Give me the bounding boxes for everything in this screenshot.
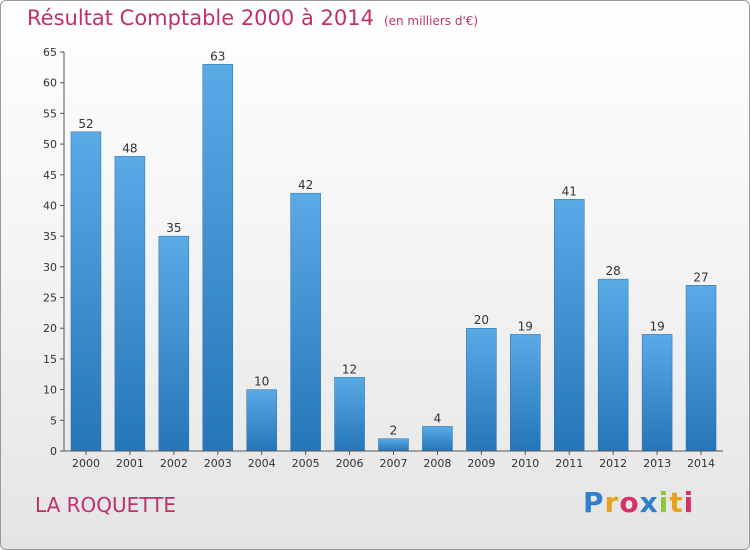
value-label-2002: 35: [166, 221, 181, 235]
bar-2003: [202, 64, 234, 452]
y-tick-label: 20: [43, 322, 57, 335]
y-tick-label: 10: [43, 384, 57, 397]
value-label-2000: 52: [78, 117, 93, 131]
value-label-2010: 19: [518, 319, 533, 333]
logo-letter: x: [639, 486, 659, 519]
bar-2014: [685, 285, 717, 452]
x-tick-label-2009: 2009: [467, 457, 495, 470]
chart-title-text: Résultat Comptable 2000 à 2014: [27, 6, 374, 30]
x-axis: 2000 2001 2002 2003 2004 2005 2006 2007 2008 2009…: [64, 450, 723, 470]
bar-2000: [70, 131, 102, 452]
bar-2013: [641, 334, 673, 452]
value-label-2012: 28: [606, 264, 621, 278]
y-tick-label: 50: [43, 138, 57, 151]
logo-letter: i: [658, 486, 670, 519]
y-tick-label: 35: [43, 230, 57, 243]
x-tick-label-2013: 2013: [643, 457, 671, 470]
x-tick-label-2001: 2001: [116, 457, 144, 470]
proxiti-logo: Proxiti: [583, 486, 694, 519]
x-tick-label-2005: 2005: [292, 457, 320, 470]
y-tick-label: 45: [43, 169, 57, 182]
bar-2006: [334, 377, 365, 452]
value-label-2011: 41: [562, 184, 577, 198]
bar-2002: [158, 235, 190, 452]
x-tick-label-2008: 2008: [423, 457, 451, 470]
value-label-2006: 12: [342, 362, 357, 376]
x-tick-label-2014: 2014: [687, 457, 715, 470]
bar-2004: [246, 389, 277, 452]
value-label-2013: 19: [649, 319, 664, 333]
logo-letter: i: [683, 486, 695, 519]
bar-2008: [422, 426, 453, 452]
logo-letter: t: [669, 486, 684, 519]
chart-title: Résultat Comptable 2000 à 2014 (en millie…: [27, 6, 478, 30]
x-tick-label-2006: 2006: [336, 457, 364, 470]
y-tick-label: 55: [43, 107, 57, 120]
x-tick-label-2002: 2002: [160, 457, 188, 470]
y-tick-label: 0: [50, 445, 57, 458]
y-axis: 0 5 10 15 20 25 30 35 40 45 50 55 60 65: [43, 46, 65, 458]
y-tick-label: 60: [43, 77, 57, 90]
y-tick-label: 30: [43, 261, 57, 274]
x-tick-label-2004: 2004: [248, 457, 276, 470]
x-tick-label-2010: 2010: [511, 457, 539, 470]
x-tick-label-2003: 2003: [204, 457, 232, 470]
commune-name: LA ROQUETTE: [35, 493, 177, 517]
value-label-2014: 27: [693, 270, 708, 284]
bar-2005: [290, 192, 321, 452]
x-tick-label-2011: 2011: [555, 457, 583, 470]
x-tick-label-2000: 2000: [72, 457, 100, 470]
value-label-2003: 63: [210, 49, 225, 63]
chart-subtitle: (en milliers d'€): [383, 14, 479, 28]
y-tick-label: 5: [50, 414, 57, 427]
bars: 52 48 35 63 10 42 12 2 4 20 19 41 28 19 27: [70, 49, 717, 452]
bar-2012: [597, 278, 629, 452]
logo-letter: o: [619, 486, 640, 519]
value-label-2009: 20: [474, 313, 489, 327]
value-label-2001: 48: [122, 141, 137, 155]
y-tick-label: 25: [43, 292, 57, 305]
value-label-2005: 42: [298, 178, 313, 192]
bar-2009: [466, 327, 497, 452]
x-tick-label-2012: 2012: [599, 457, 627, 470]
y-tick-label: 65: [43, 46, 57, 59]
value-label-2004: 10: [254, 375, 269, 389]
bar-2010: [510, 334, 541, 452]
x-tick-label-2007: 2007: [380, 457, 408, 470]
y-tick-label: 15: [43, 353, 57, 366]
logo-letter: r: [604, 486, 620, 519]
bar-2011: [553, 199, 585, 452]
bar-2001: [114, 156, 146, 452]
value-label-2008: 4: [434, 411, 442, 425]
value-label-2007: 2: [390, 424, 398, 438]
bar-2007: [378, 438, 409, 452]
y-tick-label: 40: [43, 199, 57, 212]
logo-letter: P: [583, 486, 605, 519]
